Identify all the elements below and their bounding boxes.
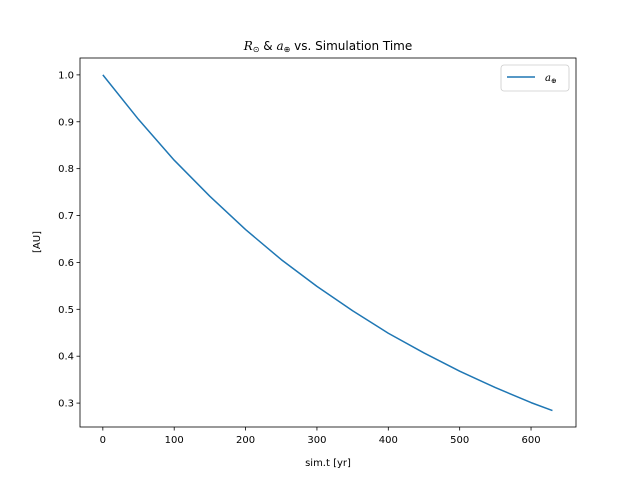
y-tick-label: 0.5 bbox=[58, 305, 74, 316]
legend: a⊕ bbox=[500, 64, 570, 92]
series-line bbox=[102, 74, 553, 412]
y-tick-label: 1.0 bbox=[58, 70, 74, 81]
x-tick-label: 400 bbox=[379, 435, 398, 446]
y-axis-ticks: 0.3 0.4 0.5 0.6 0.7 0.8 0.9 1.0 bbox=[58, 70, 80, 410]
legend-label: a⊕ bbox=[545, 73, 557, 85]
plot-area bbox=[80, 58, 576, 427]
x-tick-label: 0 bbox=[100, 435, 106, 446]
y-tick-label: 0.8 bbox=[58, 164, 74, 175]
y-tick-label: 0.3 bbox=[58, 399, 74, 410]
x-axis-ticks: 0 100 200 300 400 500 600 bbox=[100, 427, 541, 446]
x-tick-label: 200 bbox=[236, 435, 255, 446]
chart-title: R⊙ & a⊕ vs. Simulation Time bbox=[243, 39, 413, 54]
x-tick-label: 500 bbox=[450, 435, 469, 446]
x-axis-label: sim.t [yr] bbox=[305, 458, 351, 469]
y-tick-label: 0.7 bbox=[58, 211, 74, 222]
y-tick-label: 0.6 bbox=[58, 258, 74, 269]
series-layer bbox=[102, 74, 553, 412]
x-tick-label: 300 bbox=[307, 435, 326, 446]
plot-background bbox=[80, 58, 576, 427]
y-tick-label: 0.4 bbox=[58, 352, 74, 363]
legend-box bbox=[500, 64, 570, 92]
x-tick-label: 100 bbox=[165, 435, 184, 446]
y-tick-label: 0.9 bbox=[58, 117, 74, 128]
y-axis-label: [AU] bbox=[32, 231, 43, 253]
plot-frame bbox=[79, 57, 577, 428]
x-tick-label: 600 bbox=[521, 435, 540, 446]
